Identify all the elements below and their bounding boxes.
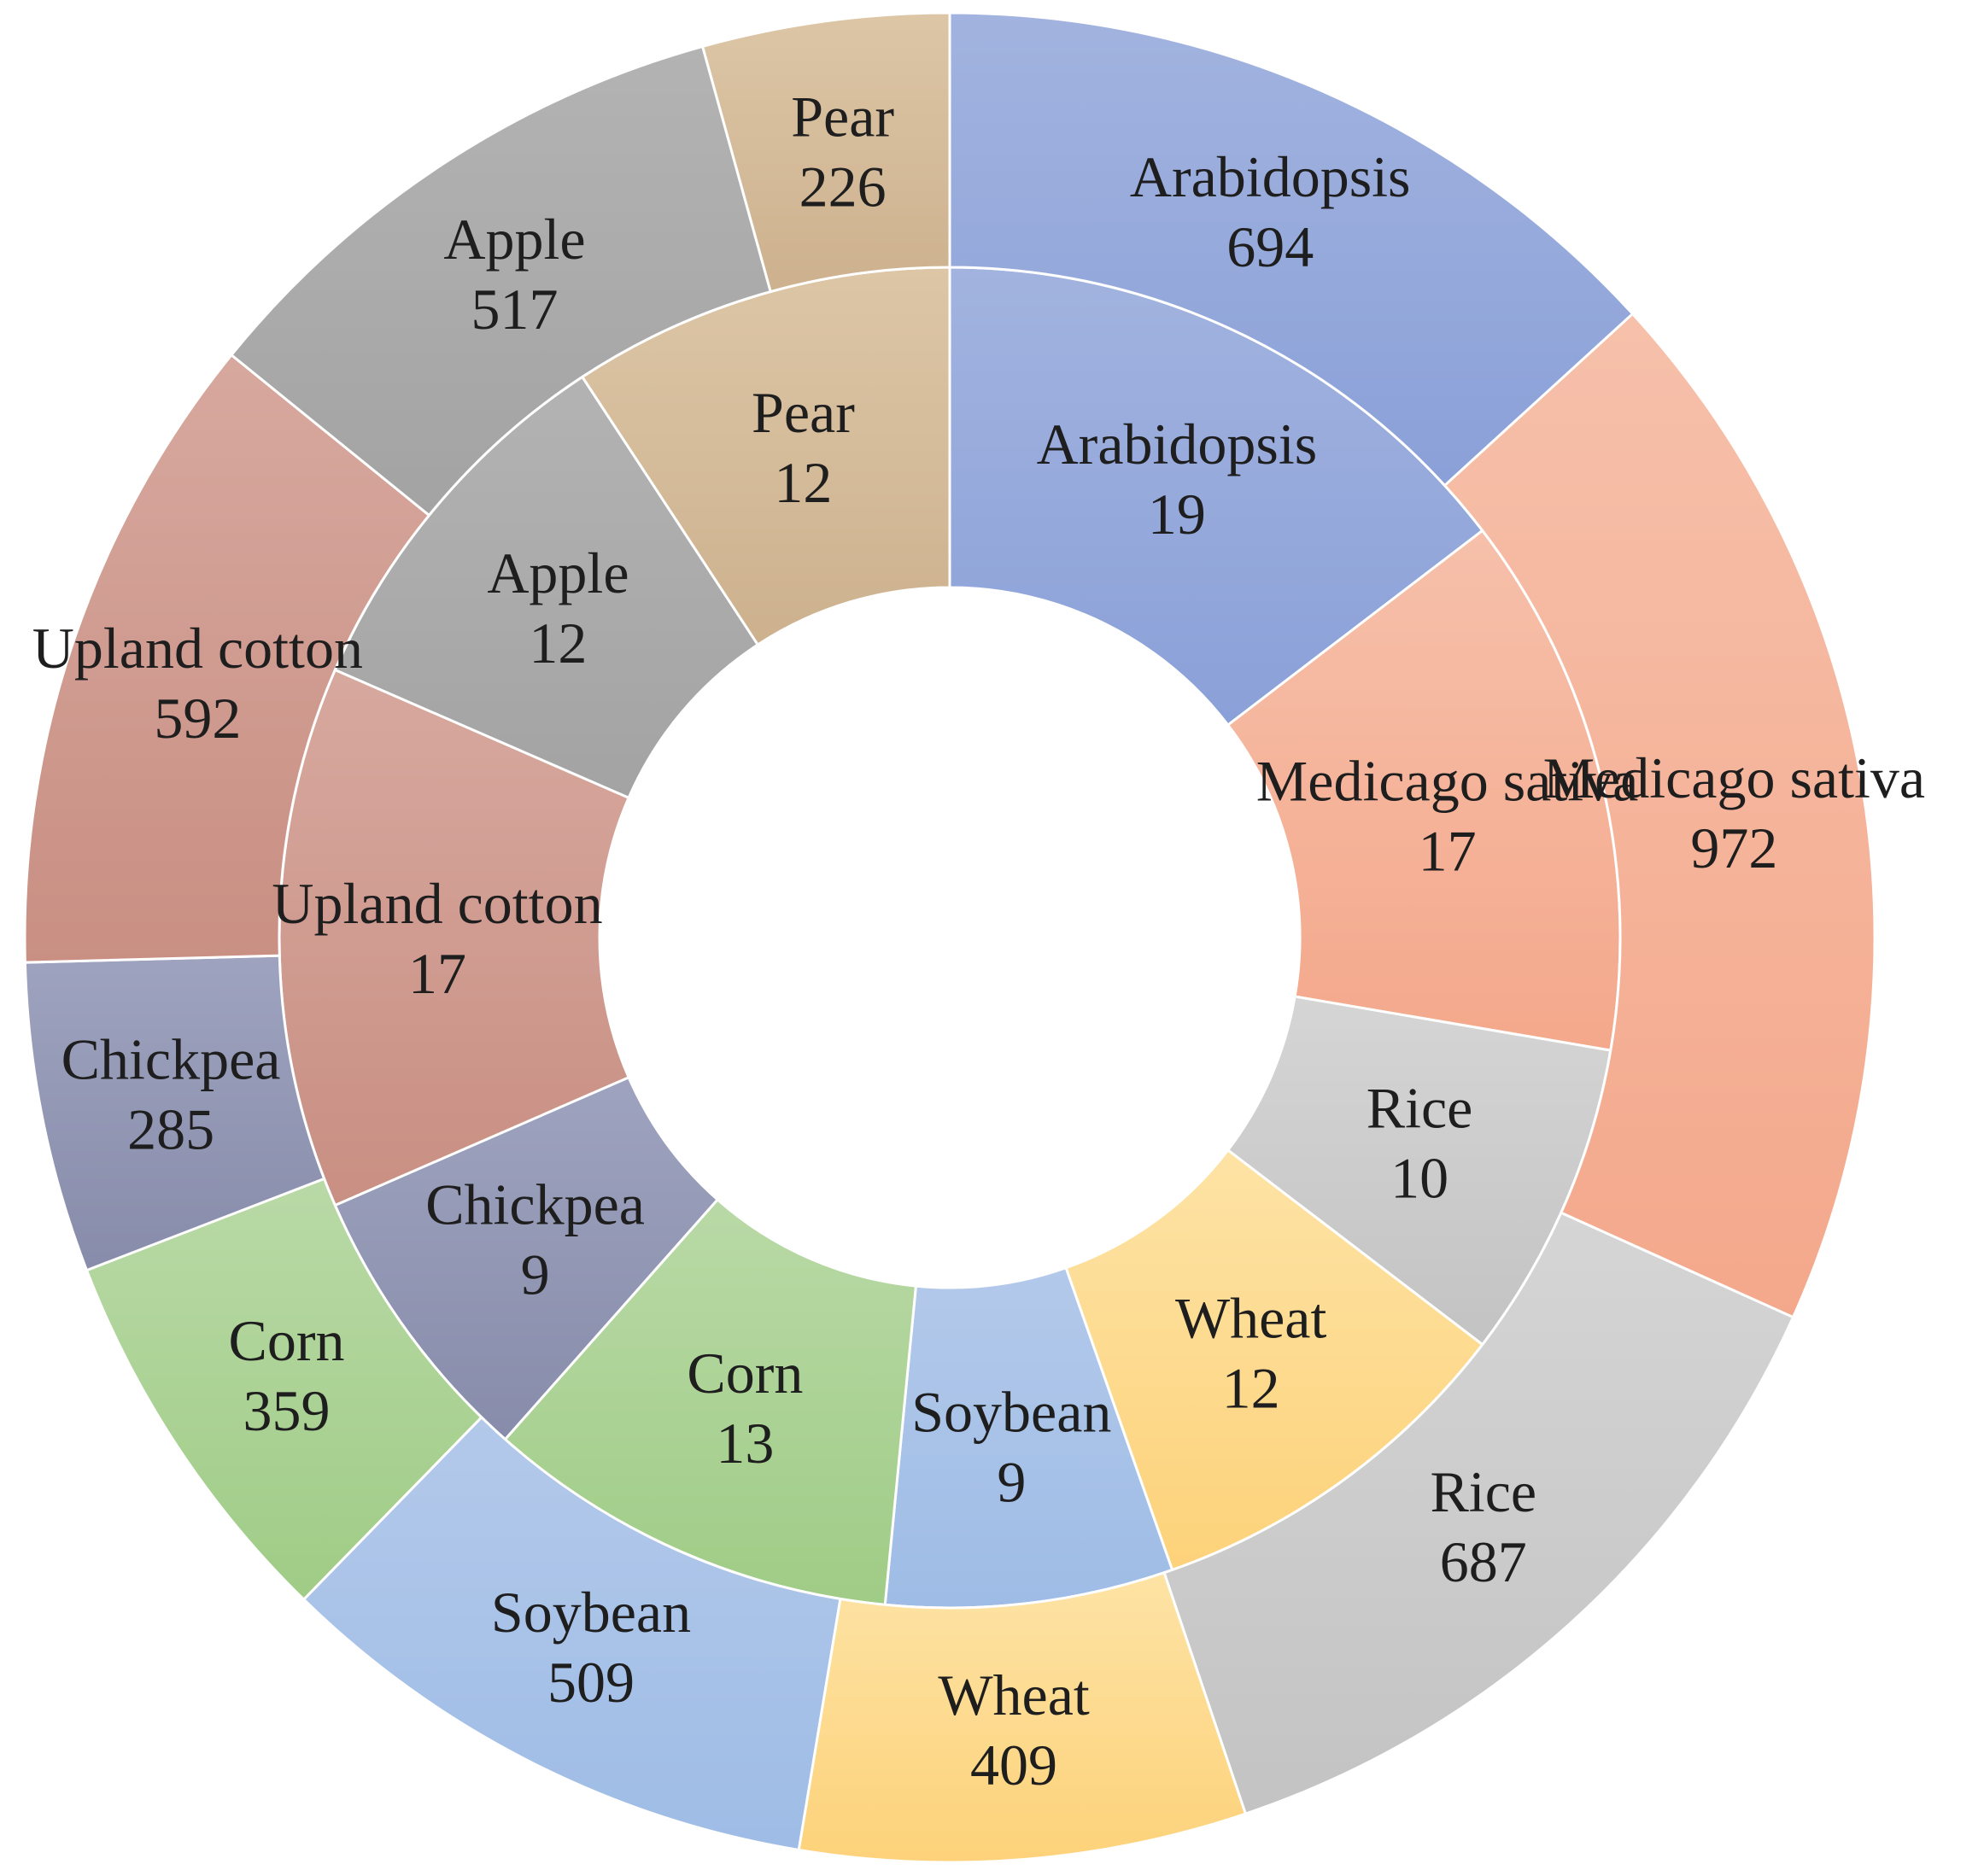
- inner-label-upland-cotton: Upland cotton 17: [272, 871, 602, 1006]
- outer-label-medicago-sativa: Medicago sativa 972: [1543, 745, 1926, 880]
- inner-label-arabidopsis: Arabidopsis 19: [1037, 412, 1318, 546]
- outer-slice-arabidopsis: [948, 11, 1635, 488]
- outer-label-rice: Rice 687: [1430, 1459, 1536, 1594]
- inner-label-medicago-sativa: Medicago sativa 17: [1256, 748, 1639, 883]
- outer-slice-pear: [700, 11, 951, 294]
- inner-label-wheat: Wheat 12: [1175, 1285, 1327, 1420]
- outer-label-corn: Corn 359: [229, 1308, 345, 1443]
- inner-label-rice: Rice 10: [1367, 1076, 1473, 1211]
- outer-slice-rice: [1162, 1211, 1795, 1816]
- outer-label-wheat: Wheat 409: [938, 1663, 1090, 1797]
- inner-label-corn: Corn 13: [687, 1341, 803, 1476]
- donut-segments: [23, 11, 1876, 1864]
- outer-label-pear: Pear 226: [791, 84, 894, 219]
- outer-slice-medicago-sativa: [1443, 312, 1876, 1319]
- outer-label-upland-cotton: Upland cotton 592: [32, 616, 363, 751]
- outer-label-soybean: Soybean 509: [491, 1580, 691, 1715]
- outer-label-arabidopsis: Arabidopsis 694: [1130, 144, 1411, 279]
- outer-label-chickpea: Chickpea 285: [61, 1026, 281, 1161]
- outer-label-apple: Apple 517: [443, 207, 585, 342]
- inner-label-apple: Apple 12: [487, 541, 629, 675]
- donut-labels: Arabidopsis 19 Medicago sativa 17 Rice 10 Whea…: [32, 84, 1925, 1797]
- inner-label-soybean: Soybean 9: [911, 1380, 1111, 1515]
- inner-label-chickpea: Chickpea 9: [425, 1172, 645, 1307]
- inner-label-pear: Pear 12: [752, 380, 855, 515]
